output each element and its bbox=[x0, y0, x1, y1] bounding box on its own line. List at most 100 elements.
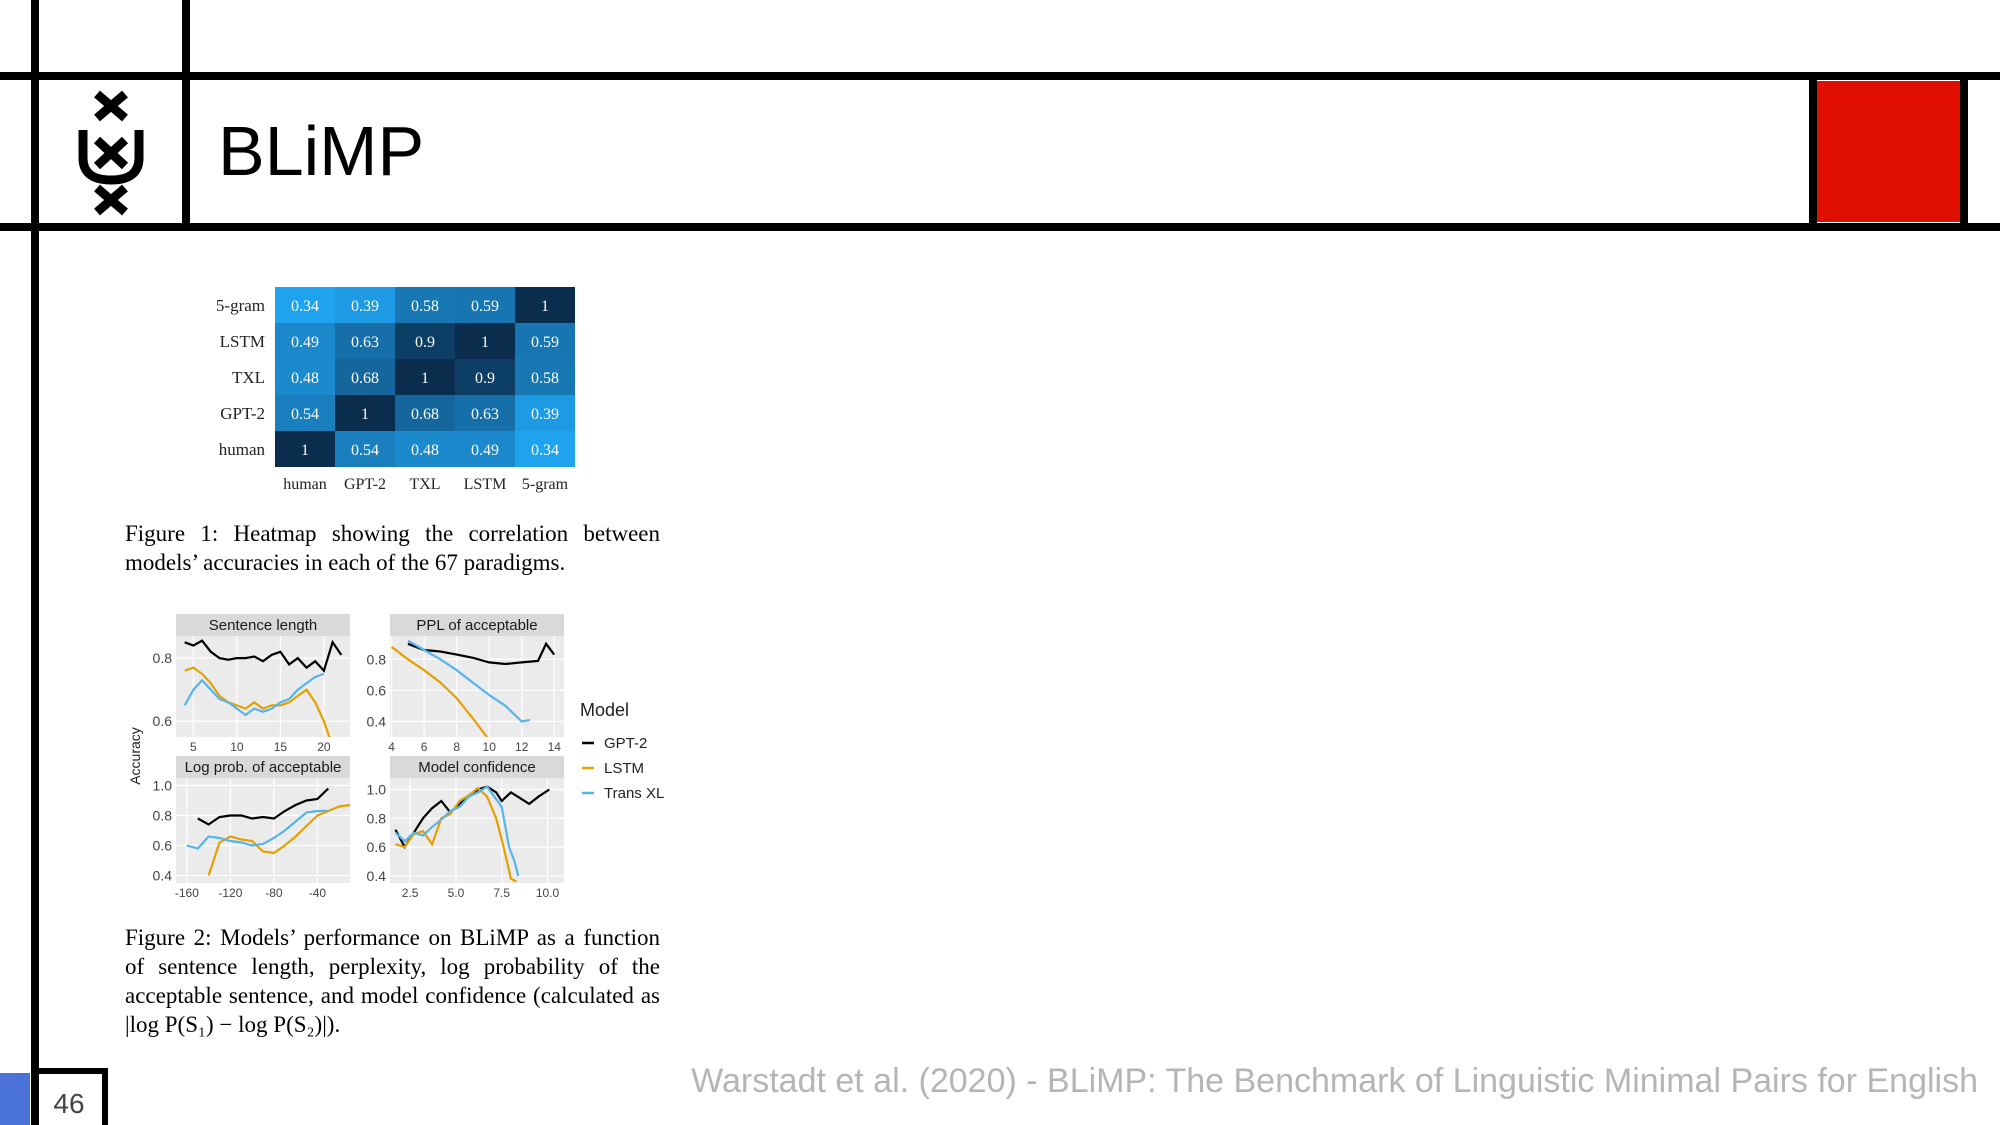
legend-label: LSTM bbox=[604, 760, 644, 777]
heatmap-row-label: TXL bbox=[232, 368, 265, 387]
heatmap-cell bbox=[515, 359, 575, 395]
heatmap-cell-value: 0.58 bbox=[531, 370, 559, 387]
heatmap-cell bbox=[395, 287, 455, 323]
frame-line-red-right bbox=[1960, 72, 1968, 230]
figure1-caption: Figure 1: Heatmap showing the correlatio… bbox=[125, 521, 660, 575]
heatmap-cell bbox=[335, 431, 395, 467]
heatmap-cell bbox=[395, 431, 455, 467]
panel-background bbox=[176, 636, 350, 737]
series-line-trans-xl bbox=[394, 785, 520, 877]
heatmap-cell-value: 0.39 bbox=[531, 406, 559, 423]
x-tick-label: 5 bbox=[190, 740, 197, 754]
heatmap-cell bbox=[395, 359, 455, 395]
series-line-gpt-2 bbox=[184, 639, 343, 673]
frame-line-logo-divider bbox=[182, 0, 190, 230]
x-tick-label: 20 bbox=[317, 740, 331, 754]
y-tick-label: 0.8 bbox=[367, 810, 387, 826]
heatmap-cell-value: 1 bbox=[361, 406, 369, 423]
heatmap-cell-value: 0.48 bbox=[291, 370, 319, 387]
heatmap-cell-value: 0.58 bbox=[411, 298, 439, 315]
y-tick-label: 0.6 bbox=[153, 838, 173, 854]
heatmap-cell-value: 1 bbox=[481, 334, 489, 351]
facet-strip bbox=[176, 614, 350, 636]
y-tick-label: 0.8 bbox=[153, 650, 173, 666]
heatmap-cell bbox=[455, 287, 515, 323]
heatmap-cell bbox=[455, 359, 515, 395]
heatmap-cell bbox=[275, 431, 335, 467]
heatmap-cell-value: 0.48 bbox=[411, 442, 439, 459]
heatmap-row-label: LSTM bbox=[220, 332, 265, 351]
heatmap-cell-value: 0.49 bbox=[291, 334, 319, 351]
heatmap-cell bbox=[515, 395, 575, 431]
x-tick-label: 4 bbox=[388, 740, 395, 754]
slide-title: BLiMP bbox=[218, 112, 425, 190]
y-tick-label: 0.8 bbox=[367, 651, 387, 667]
heatmap-row-label: GPT-2 bbox=[220, 404, 265, 423]
y-tick-label: 1.0 bbox=[153, 778, 173, 794]
heatmap-cell bbox=[335, 323, 395, 359]
x-tick-label: 8 bbox=[453, 740, 460, 754]
heatmap-cell bbox=[335, 359, 395, 395]
page-number: 46 bbox=[53, 1088, 85, 1119]
heatmap-cell-value: 0.34 bbox=[531, 442, 559, 459]
heatmap-cell bbox=[275, 359, 335, 395]
heatmap-cell bbox=[515, 431, 575, 467]
x-tick-label: 12 bbox=[515, 740, 529, 754]
y-tick-label: 0.4 bbox=[153, 868, 173, 884]
heatmap-cell-value: 0.63 bbox=[471, 406, 499, 423]
y-tick-label: 1.0 bbox=[367, 782, 387, 798]
x-tick-label: 2.5 bbox=[402, 886, 419, 900]
panel-background bbox=[390, 778, 564, 883]
heatmap-cell-value: 0.54 bbox=[291, 406, 319, 423]
x-tick-label: 6 bbox=[421, 740, 428, 754]
frame-line-red-left bbox=[1809, 72, 1817, 230]
heatmap-cell-value: 0.34 bbox=[291, 298, 319, 315]
heatmap-cell bbox=[335, 395, 395, 431]
legend-title: Model bbox=[580, 700, 629, 720]
heatmap-cell-value: 1 bbox=[541, 298, 549, 315]
heatmap-cell-value: 0.39 bbox=[351, 298, 379, 315]
uva-crosses-logo-icon bbox=[78, 90, 144, 216]
y-tick-label: 0.4 bbox=[367, 868, 387, 884]
series-line-gpt-2 bbox=[407, 641, 556, 666]
heatmap-row-label: human bbox=[219, 440, 266, 459]
frame-line-header-bottom bbox=[0, 223, 2000, 231]
series-line-lstm bbox=[184, 666, 331, 737]
frame-line-top bbox=[0, 72, 2000, 80]
heatmap-col-label: human bbox=[283, 476, 327, 493]
heatmap-cell-value: 1 bbox=[421, 370, 429, 387]
y-axis-label: Accuracy bbox=[127, 727, 143, 785]
facet-strip bbox=[176, 756, 350, 778]
correlation-heatmap: 5-gram 0.34 0.39 0.58 0.59 1 LSTM 0.49 0.63 0.9 1 0… bbox=[216, 287, 575, 493]
heatmap-cell bbox=[395, 323, 455, 359]
heatmap-col-label: 5-gram bbox=[522, 476, 569, 493]
x-tick-label: -120 bbox=[218, 886, 242, 900]
heatmap-cell bbox=[455, 323, 515, 359]
heatmap-cell-value: 0.68 bbox=[411, 406, 439, 423]
y-tick-label: 0.4 bbox=[367, 713, 387, 729]
x-tick-label: 5.0 bbox=[448, 886, 465, 900]
heatmap-cell bbox=[395, 395, 455, 431]
heatmap-cell-value: 0.63 bbox=[351, 334, 379, 351]
x-tick-label: 7.5 bbox=[493, 886, 510, 900]
facet-strip bbox=[390, 614, 564, 636]
heatmap-col-label: TXL bbox=[409, 476, 440, 493]
x-tick-label: -40 bbox=[309, 886, 327, 900]
series-line-gpt-2 bbox=[197, 787, 330, 826]
frame-line-left bbox=[31, 0, 39, 1125]
series-line-lstm bbox=[390, 646, 489, 737]
blue-tab bbox=[0, 1073, 30, 1125]
y-tick-label: 0.6 bbox=[367, 682, 387, 698]
facet-strip bbox=[390, 756, 564, 778]
x-tick-label: 14 bbox=[548, 740, 562, 754]
x-tick-label: 15 bbox=[274, 740, 288, 754]
citation: Warstadt et al. (2020) - BLiMP: The Benc… bbox=[691, 1062, 1978, 1100]
heatmap-cell bbox=[275, 323, 335, 359]
figure2-caption: Figure 2: Models’ performance on BLiMP a… bbox=[125, 925, 660, 1037]
series-line-trans-xl bbox=[407, 639, 531, 723]
heatmap-cell-value: 0.68 bbox=[351, 370, 379, 387]
heatmap-cell-value: 0.9 bbox=[475, 370, 495, 387]
heatmap-cell-value: 0.9 bbox=[415, 334, 435, 351]
x-tick-label: 10.0 bbox=[536, 886, 560, 900]
y-tick-label: 0.8 bbox=[153, 808, 173, 824]
